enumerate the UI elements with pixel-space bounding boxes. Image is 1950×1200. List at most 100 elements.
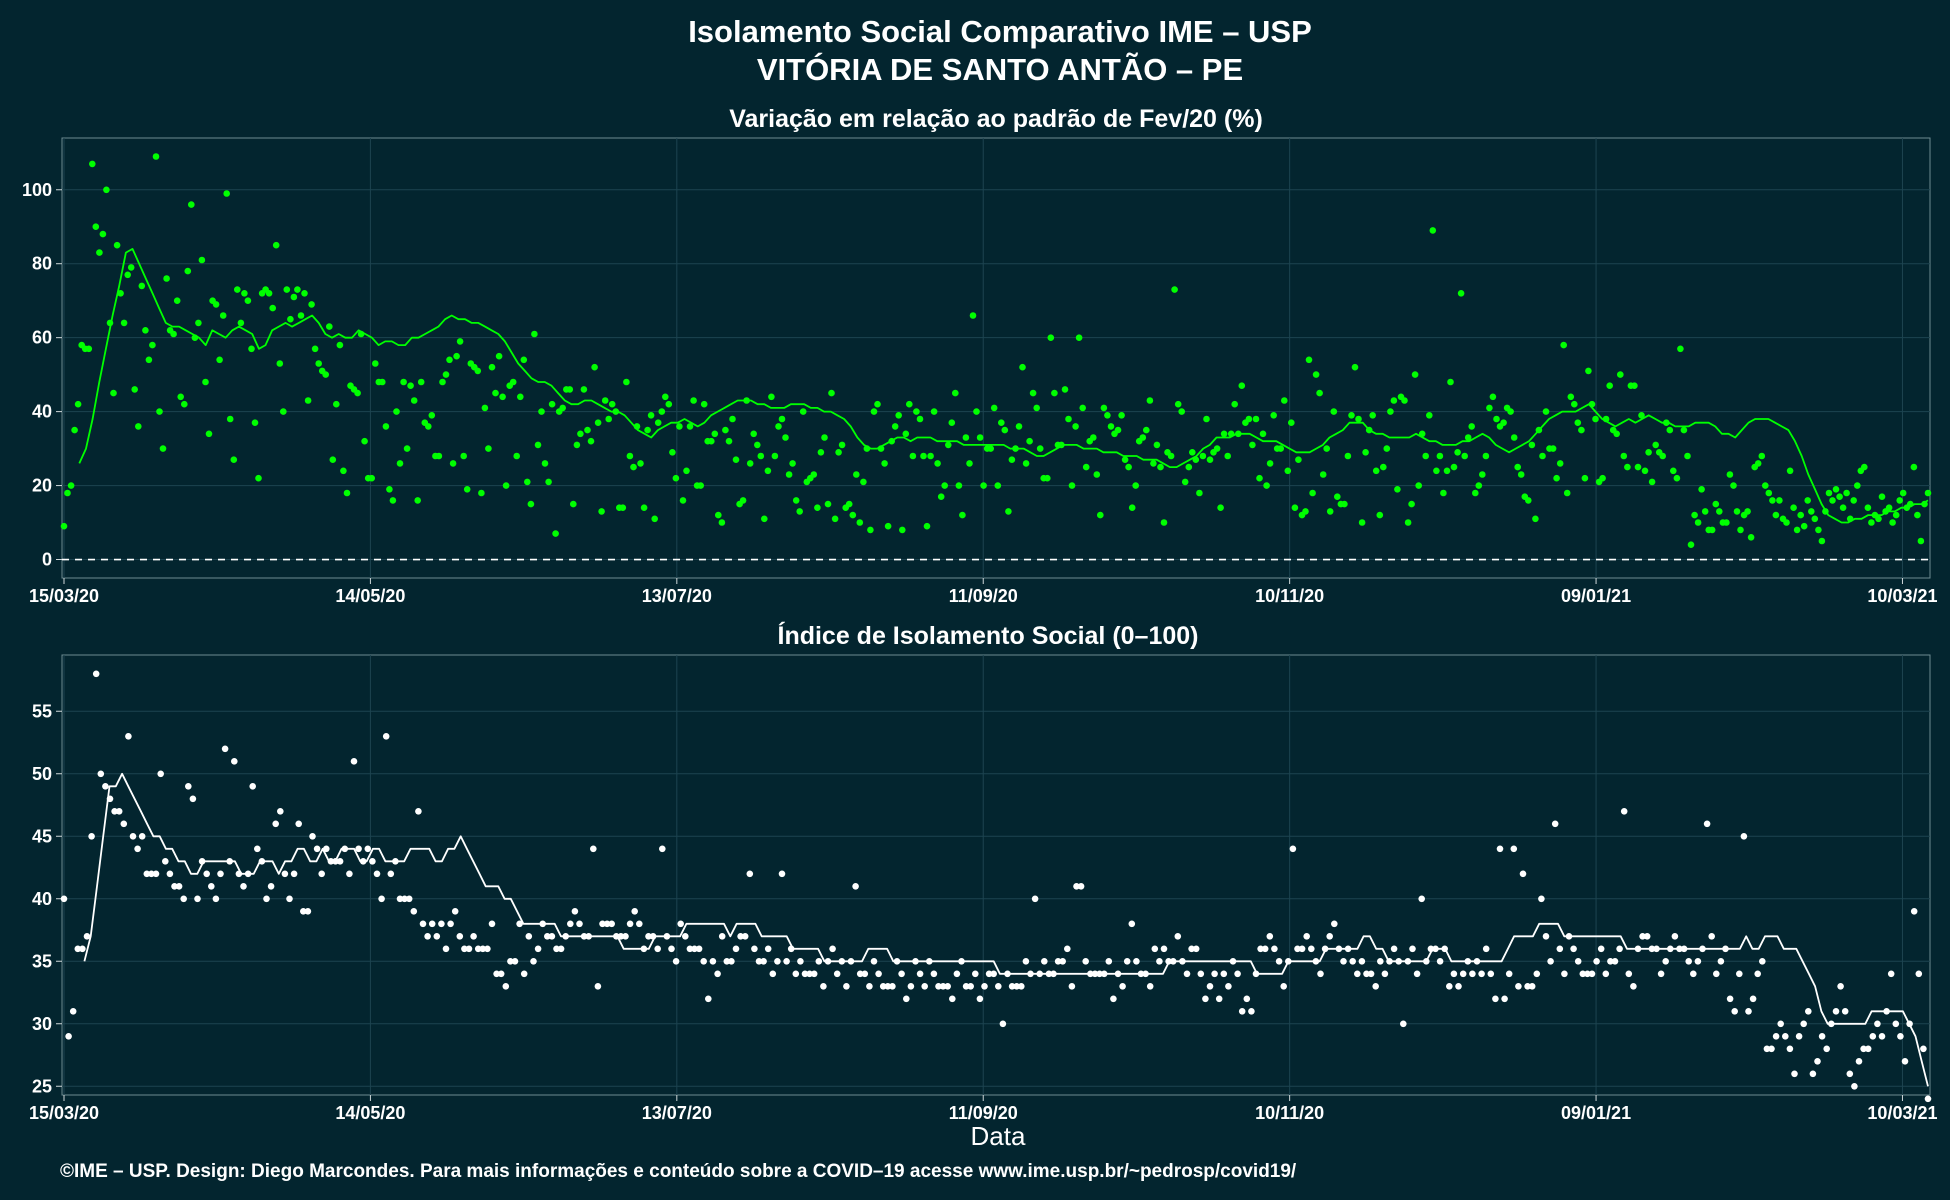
data-point <box>1107 423 1115 430</box>
data-point <box>332 858 339 865</box>
data-point <box>127 264 135 271</box>
data-point <box>711 430 719 438</box>
data-point <box>88 833 95 840</box>
data-point <box>326 323 333 330</box>
data-point <box>828 389 835 397</box>
data-point <box>1786 1045 1794 1053</box>
data-point <box>1137 970 1145 978</box>
data-point <box>1409 945 1416 953</box>
data-point <box>787 945 795 953</box>
x-tick-label: 14/05/20 <box>335 586 405 606</box>
data-point <box>718 519 726 526</box>
data-point <box>1220 970 1228 978</box>
data-point <box>613 933 620 940</box>
footer-credit: ©IME – USP. Design: Diego Marcondes. Par… <box>60 1161 1297 1182</box>
data-point <box>1077 883 1085 890</box>
data-point <box>815 958 823 965</box>
data-point <box>1625 970 1633 978</box>
data-point <box>135 423 142 430</box>
data-point <box>389 497 397 504</box>
data-point <box>1878 1033 1886 1040</box>
data-point <box>188 201 195 208</box>
data-point <box>605 415 612 423</box>
data-point <box>1243 995 1251 1003</box>
data-point <box>1427 945 1435 953</box>
data-point <box>709 958 717 965</box>
data-point <box>115 808 123 815</box>
data-point <box>1275 958 1283 965</box>
data-point <box>1372 983 1379 990</box>
data-point <box>1125 463 1132 471</box>
data-point <box>1762 482 1769 489</box>
data-point <box>1611 958 1619 965</box>
data-point <box>567 920 574 928</box>
data-point <box>1815 526 1822 534</box>
top-grid <box>62 138 1930 578</box>
data-point <box>138 833 146 840</box>
data-point <box>1486 404 1493 412</box>
data-point <box>361 437 368 445</box>
data-point <box>1012 445 1019 452</box>
data-point <box>976 995 984 1003</box>
data-point <box>817 449 825 456</box>
data-point <box>403 445 411 452</box>
data-point <box>1786 467 1794 475</box>
data-point <box>1602 970 1610 978</box>
data-point <box>1684 452 1691 460</box>
data-point <box>369 858 376 865</box>
x-tick-label: 15/03/20 <box>29 586 99 606</box>
data-point <box>1271 945 1278 953</box>
data-point <box>1634 945 1642 953</box>
data-point <box>142 327 149 334</box>
data-point <box>619 504 627 512</box>
top-points <box>60 153 1932 548</box>
data-point <box>447 920 454 928</box>
data-point <box>354 389 361 397</box>
data-point <box>1869 1033 1877 1040</box>
x-tick-label: 15/03/20 <box>29 1103 99 1123</box>
data-point <box>1181 478 1189 486</box>
data-point <box>949 995 956 1003</box>
data-point <box>1064 945 1071 953</box>
data-point <box>926 958 933 965</box>
data-point <box>538 408 545 415</box>
data-point <box>1259 430 1267 438</box>
data-point <box>1302 508 1309 515</box>
data-point <box>1887 970 1895 978</box>
data-point <box>152 870 160 878</box>
data-point <box>746 460 754 467</box>
data-point <box>442 371 450 378</box>
data-point <box>1457 290 1465 297</box>
data-point <box>393 408 400 415</box>
data-point <box>1514 463 1521 471</box>
data-point <box>255 474 262 482</box>
data-point <box>764 945 772 953</box>
data-point <box>143 870 151 878</box>
data-point <box>1165 958 1172 965</box>
x-tick-label: 10/11/20 <box>1255 586 1324 606</box>
data-point <box>952 389 959 397</box>
data-point <box>980 482 987 489</box>
data-point <box>1496 845 1504 853</box>
data-point <box>1133 958 1140 965</box>
data-point <box>230 456 238 464</box>
data-point <box>484 945 491 953</box>
data-point <box>1542 408 1550 415</box>
y-tick-label: 80 <box>32 254 52 274</box>
data-point <box>1542 933 1550 940</box>
data-point <box>1316 389 1323 397</box>
data-point <box>594 419 602 427</box>
data-point <box>290 870 298 878</box>
data-point <box>1238 1008 1246 1015</box>
data-point <box>1641 467 1649 475</box>
data-point <box>1730 482 1737 489</box>
data-point <box>1473 958 1481 965</box>
data-point <box>1015 423 1023 430</box>
data-point <box>1284 467 1292 475</box>
data-point <box>1616 945 1623 953</box>
data-point <box>1874 1020 1881 1028</box>
data-point <box>102 783 109 790</box>
data-point <box>1606 382 1613 390</box>
y-tick-label: 25 <box>32 1076 52 1096</box>
data-point <box>1231 400 1238 408</box>
